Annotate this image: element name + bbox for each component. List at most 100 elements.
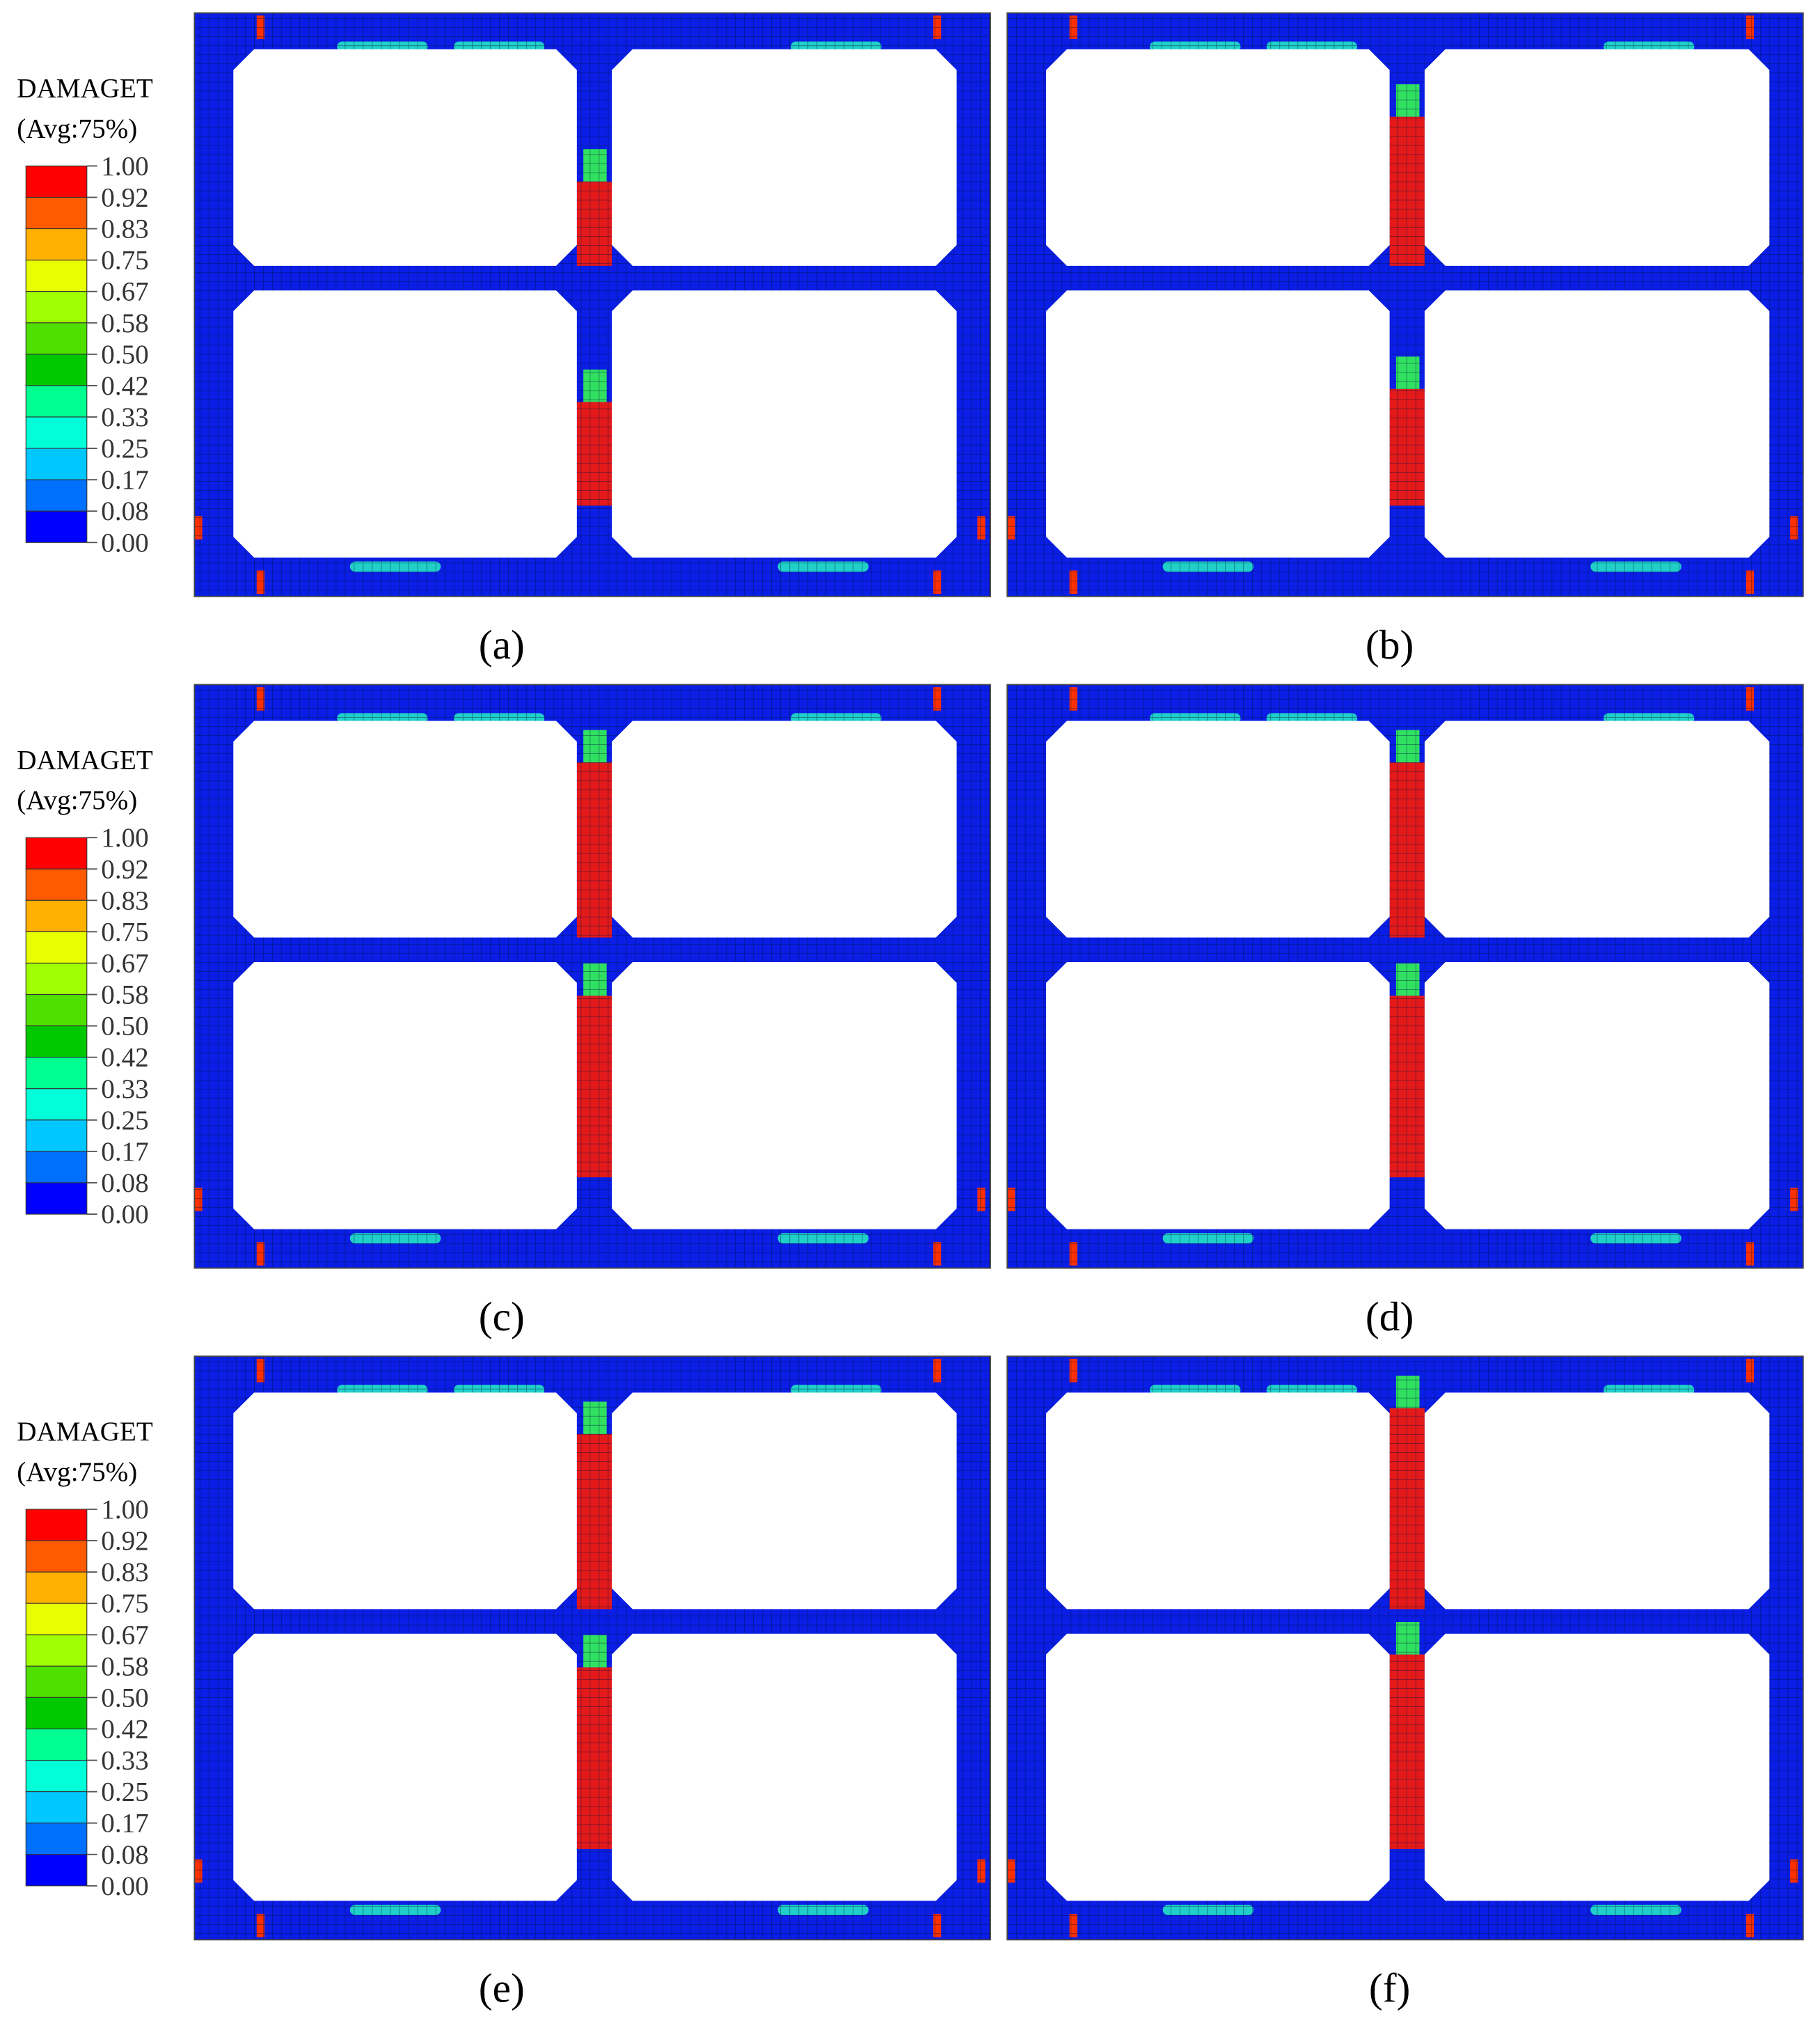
legend-band — [25, 1728, 88, 1761]
frame-border — [193, 12, 991, 597]
fem-panel: (b) — [1006, 12, 1804, 668]
legend: DAMAGET (Avg:75%) 1.000.920.830.750.670.58… — [17, 74, 153, 558]
opening — [1046, 49, 1390, 266]
legend-tick-label: 0.67 — [101, 1620, 148, 1650]
legend-band — [25, 1509, 88, 1541]
opening — [612, 961, 957, 1229]
legend-tick-label: 0.08 — [101, 1168, 148, 1198]
panel-label: (c) — [479, 1293, 525, 1339]
opening — [233, 1633, 577, 1901]
legend-title: DAMAGET — [17, 745, 153, 775]
legend-band — [25, 931, 88, 964]
opening — [1046, 721, 1390, 938]
opening — [233, 49, 577, 266]
panel-label: (d) — [1366, 1293, 1414, 1339]
legend-band — [25, 448, 88, 480]
legend-band — [25, 1571, 88, 1604]
legend-tick-label: 0.58 — [101, 1651, 148, 1681]
opening — [233, 290, 577, 558]
legend-band — [25, 1025, 88, 1058]
opening — [612, 721, 957, 938]
legend-band — [25, 510, 88, 543]
legend-tick-label: 0.83 — [101, 1557, 148, 1587]
frame-border — [1006, 684, 1804, 1269]
opening — [612, 49, 957, 266]
panel-label: (f) — [1369, 1965, 1411, 2011]
legend-band — [25, 868, 88, 901]
legend-tick-label: 1.00 — [101, 1495, 148, 1525]
legend-tick-label: 0.75 — [101, 1589, 148, 1619]
legend-tick-label: 0.00 — [101, 1871, 148, 1901]
legend-subtitle: (Avg:75%) — [17, 1457, 137, 1487]
legend-band — [25, 1634, 88, 1667]
opening — [612, 1633, 957, 1901]
legend-tick-label: 0.92 — [101, 854, 148, 884]
legend-band — [25, 1854, 88, 1887]
legend-band — [25, 1182, 88, 1215]
legend-tick-label: 0.33 — [101, 1746, 148, 1776]
legend-title: DAMAGET — [17, 1417, 153, 1447]
legend-tick-label: 0.75 — [101, 917, 148, 947]
legend-band — [25, 1151, 88, 1183]
legend-tick-label: 0.58 — [101, 308, 148, 338]
legend-tick-label: 0.92 — [101, 1526, 148, 1556]
legend-subtitle: (Avg:75%) — [17, 785, 137, 815]
fem-panel: (e) — [193, 1355, 991, 2011]
legend-tick-label: 0.25 — [101, 1777, 148, 1807]
legend-tick-label: 0.42 — [101, 371, 148, 401]
panel-label: (e) — [479, 1965, 525, 2011]
legend-band — [25, 228, 88, 261]
legend-tick-label: 0.17 — [101, 1809, 148, 1839]
legend-band — [25, 322, 88, 355]
legend-band — [25, 416, 88, 449]
legend-tick-label: 0.67 — [101, 277, 148, 307]
legend-tick-label: 0.50 — [101, 340, 148, 370]
legend-band — [25, 196, 88, 230]
legend-title: DAMAGET — [17, 74, 153, 104]
legend-band — [25, 1119, 88, 1152]
panel-label: (a) — [479, 622, 525, 668]
legend-band — [25, 1665, 88, 1698]
legend-tick-label: 0.75 — [101, 246, 148, 276]
opening — [233, 961, 577, 1229]
legend-tick-label: 1.00 — [101, 823, 148, 853]
legend-tick-label: 0.58 — [101, 980, 148, 1010]
legend-band — [25, 479, 88, 512]
opening — [612, 1392, 957, 1610]
opening — [1046, 1392, 1390, 1610]
fem-panel: (d) — [1006, 684, 1804, 1339]
opening — [612, 290, 957, 558]
legend-band — [25, 1823, 88, 1855]
frame-border — [1006, 12, 1804, 597]
legend-tick-label: 0.00 — [101, 528, 148, 558]
opening — [1046, 290, 1390, 558]
legend-tick-label: 0.25 — [101, 1106, 148, 1135]
legend-tick-label: 0.50 — [101, 1683, 148, 1713]
opening — [233, 721, 577, 938]
legend-band — [25, 1759, 88, 1793]
frame-border — [1006, 1355, 1804, 1941]
legend-band — [25, 1540, 88, 1573]
legend-subtitle: (Avg:75%) — [17, 113, 137, 143]
fem-panel: (a) — [193, 12, 991, 668]
legend-band — [25, 165, 88, 198]
legend-band — [25, 1791, 88, 1824]
opening — [1046, 1633, 1390, 1901]
legend-tick-label: 1.00 — [101, 151, 148, 181]
legend-band — [25, 1057, 88, 1090]
legend-tick-label: 0.17 — [101, 1137, 148, 1167]
legend-tick-label: 0.17 — [101, 465, 148, 495]
opening — [1424, 49, 1770, 266]
opening — [1046, 961, 1390, 1229]
legend-band — [25, 1697, 88, 1730]
legend-band — [25, 962, 88, 996]
legend-tick-label: 0.08 — [101, 496, 148, 526]
legend-band — [25, 1603, 88, 1635]
legend-tick-label: 0.33 — [101, 402, 148, 432]
opening — [1424, 721, 1770, 938]
legend-band — [25, 899, 88, 932]
legend-tick-label: 0.50 — [101, 1012, 148, 1041]
legend-tick-label: 0.00 — [101, 1200, 148, 1229]
legend-tick-label: 0.83 — [101, 886, 148, 915]
fem-panel: (f) — [1006, 1355, 1804, 2011]
